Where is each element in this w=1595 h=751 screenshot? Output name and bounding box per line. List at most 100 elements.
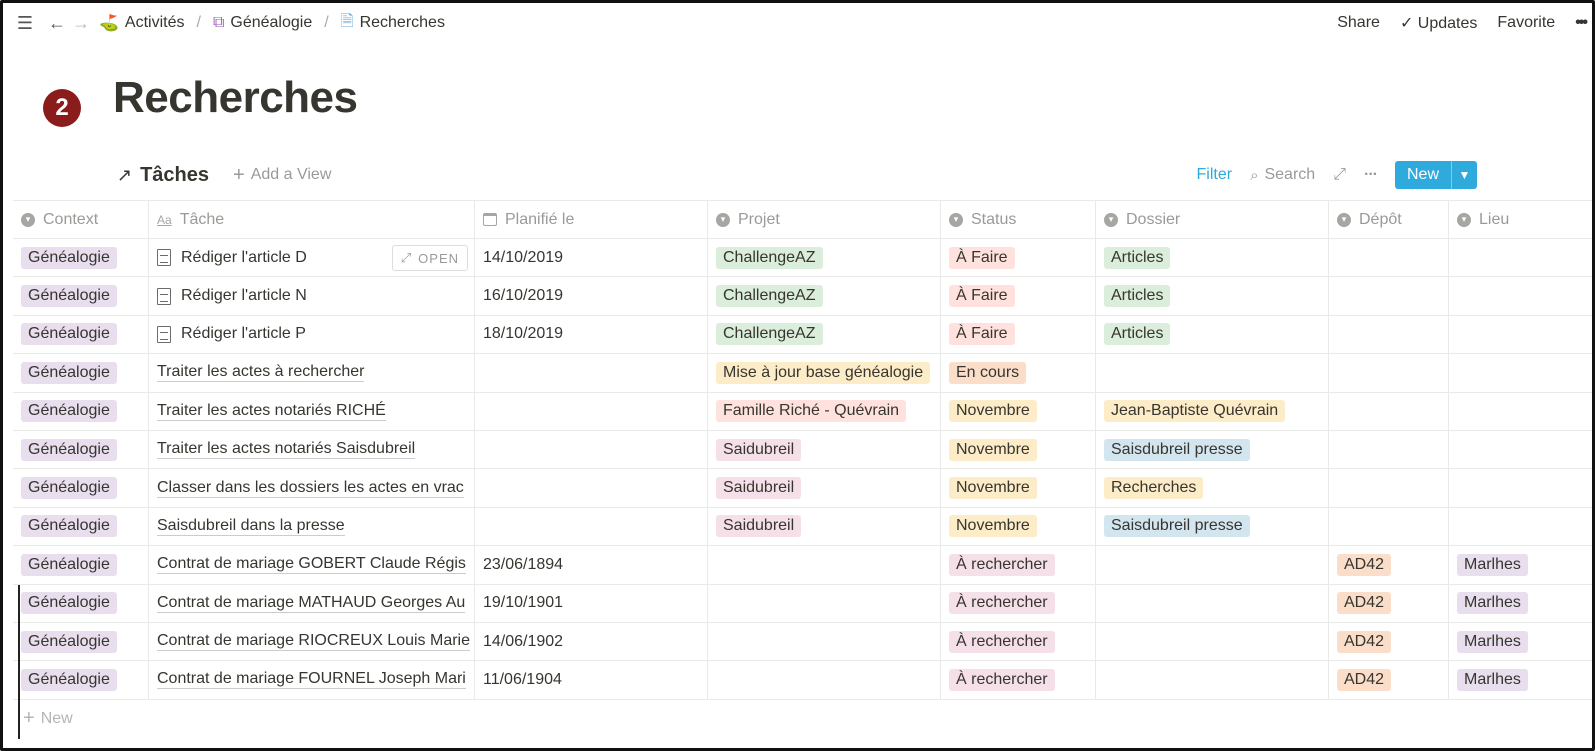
- cell-depot[interactable]: [1329, 315, 1449, 354]
- table-row[interactable]: Généalogie Contrat de mariage MATHAUD Geo…: [13, 584, 1592, 623]
- breadcrumb-item-genealogie[interactable]: ⧉ Généalogie: [212, 14, 313, 31]
- cell-dossier[interactable]: [1096, 546, 1329, 584]
- table-row[interactable]: Généalogie Contrat de mariage RIOCREUX Lo…: [13, 622, 1592, 662]
- cell-context[interactable]: Généalogie: [13, 661, 149, 699]
- breadcrumb-item-activites[interactable]: ⛳ Activités: [99, 14, 185, 32]
- cell-status[interactable]: À rechercher: [941, 546, 1096, 584]
- cell-status[interactable]: À rechercher: [941, 584, 1096, 622]
- cell-planifie[interactable]: 18/10/2019: [475, 315, 708, 354]
- column-header-planifie[interactable]: Planifié le: [475, 201, 708, 238]
- task-title[interactable]: Traiter les actes notariés RICHÉ: [157, 401, 386, 421]
- cell-planifie[interactable]: 14/06/1902: [475, 622, 708, 661]
- cell-context[interactable]: Généalogie: [13, 507, 149, 546]
- cell-tache[interactable]: Contrat de mariage MATHAUD Georges Au: [149, 584, 475, 622]
- more-icon[interactable]: ···: [1364, 166, 1378, 183]
- cell-lieu[interactable]: [1449, 469, 1592, 506]
- cell-status[interactable]: En cours: [941, 354, 1096, 392]
- task-title[interactable]: Traiter les actes notariés Saisdubreil: [157, 440, 416, 460]
- table-row[interactable]: Généalogie Rédiger l'article D ⤢ OPEN 14/10/…: [13, 239, 1592, 278]
- cell-depot[interactable]: [1329, 354, 1449, 392]
- cell-tache[interactable]: Rédiger l'article P: [149, 315, 475, 354]
- task-title[interactable]: Contrat de mariage MATHAUD Georges Au: [157, 593, 466, 613]
- menu-icon[interactable]: ☰: [16, 12, 34, 33]
- cell-tache[interactable]: Classer dans les dossiers les actes en v…: [149, 469, 475, 507]
- table-row[interactable]: Généalogie Traiter les actes notariés Sai…: [13, 430, 1592, 470]
- column-header-projet[interactable]: ▾ Projet: [708, 201, 941, 238]
- cell-tache[interactable]: Contrat de mariage RIOCREUX Louis Marie: [149, 622, 475, 661]
- open-page-button[interactable]: ⤢ OPEN: [391, 245, 468, 271]
- cell-planifie[interactable]: 23/06/1894: [475, 546, 708, 584]
- cell-lieu[interactable]: [1449, 239, 1592, 276]
- cell-context[interactable]: Généalogie: [13, 584, 149, 622]
- more-options-icon[interactable]: •••: [1575, 14, 1588, 31]
- cell-projet[interactable]: [708, 546, 941, 584]
- cell-depot[interactable]: [1329, 392, 1449, 430]
- cell-planifie[interactable]: 14/10/2019: [475, 239, 708, 277]
- table-row[interactable]: Généalogie Rédiger l'article N 16/10/2019 C…: [13, 277, 1592, 316]
- column-header-dossier[interactable]: ▾ Dossier: [1096, 201, 1329, 238]
- cell-lieu[interactable]: Marlhes: [1449, 623, 1592, 660]
- cell-projet[interactable]: ChallengeAZ: [708, 277, 941, 315]
- new-button[interactable]: New: [1406, 166, 1439, 183]
- task-title[interactable]: Rédiger l'article P: [181, 325, 306, 343]
- cell-context[interactable]: Généalogie: [13, 546, 149, 584]
- cell-projet[interactable]: Saidubreil: [708, 507, 941, 546]
- cell-tache[interactable]: Traiter les actes à rechercher: [149, 354, 475, 392]
- cell-tache[interactable]: Rédiger l'article D ⤢ OPEN: [149, 239, 475, 277]
- cell-depot[interactable]: [1329, 277, 1449, 315]
- cell-projet[interactable]: ChallengeAZ: [708, 315, 941, 354]
- back-arrow-icon[interactable]: ←: [48, 12, 66, 33]
- column-header-status[interactable]: ▾ Status: [941, 201, 1096, 238]
- cell-dossier[interactable]: Recherches: [1096, 469, 1329, 507]
- chevron-down-icon[interactable]: ▼: [1451, 161, 1477, 189]
- cell-status[interactable]: À Faire: [941, 277, 1096, 315]
- cell-context[interactable]: Généalogie: [13, 392, 149, 430]
- cell-planifie[interactable]: [475, 469, 708, 507]
- cell-lieu[interactable]: [1449, 316, 1592, 353]
- add-view-button[interactable]: + Add a View: [233, 163, 332, 186]
- cell-planifie[interactable]: [475, 392, 708, 430]
- cell-dossier[interactable]: Articles: [1096, 315, 1329, 354]
- table-row[interactable]: Généalogie Saisdubreil dans la presse Said…: [13, 507, 1592, 547]
- column-header-tache[interactable]: Aa Tâche: [149, 201, 475, 238]
- cell-depot[interactable]: AD42: [1329, 622, 1449, 661]
- cell-lieu[interactable]: [1449, 393, 1592, 430]
- cell-planifie[interactable]: [475, 354, 708, 392]
- task-title[interactable]: Traiter les actes à rechercher: [157, 363, 365, 383]
- cell-status[interactable]: Novembre: [941, 430, 1096, 469]
- expand-icon[interactable]: ⤢: [1333, 166, 1346, 183]
- table-row[interactable]: Généalogie Contrat de mariage GOBERT Clau…: [13, 546, 1592, 585]
- cell-tache[interactable]: Traiter les actes notariés Saisdubreil: [149, 430, 475, 469]
- task-title[interactable]: Saisdubreil dans la presse: [157, 516, 345, 536]
- cell-depot[interactable]: AD42: [1329, 661, 1449, 699]
- cell-planifie[interactable]: 19/10/1901: [475, 584, 708, 622]
- task-title[interactable]: Contrat de mariage RIOCREUX Louis Marie: [157, 632, 471, 652]
- cell-projet[interactable]: [708, 622, 941, 661]
- cell-depot[interactable]: [1329, 239, 1449, 277]
- cell-dossier[interactable]: [1096, 661, 1329, 699]
- table-row[interactable]: Généalogie Classer dans les dossiers les …: [13, 469, 1592, 508]
- cell-status[interactable]: Novembre: [941, 392, 1096, 430]
- cell-projet[interactable]: Saidubreil: [708, 430, 941, 469]
- cell-planifie[interactable]: [475, 507, 708, 546]
- cell-dossier[interactable]: Saisdubreil presse: [1096, 507, 1329, 546]
- share-button[interactable]: Share: [1337, 14, 1380, 31]
- cell-status[interactable]: Novembre: [941, 507, 1096, 546]
- cell-context[interactable]: Généalogie: [13, 469, 149, 507]
- table-row[interactable]: Généalogie Traiter les actes à rechercher…: [13, 354, 1592, 393]
- cell-tache[interactable]: Rédiger l'article N: [149, 277, 475, 315]
- favorite-button[interactable]: Favorite: [1497, 14, 1556, 31]
- cell-tache[interactable]: Contrat de mariage FOURNEL Joseph Mari: [149, 661, 475, 699]
- cell-projet[interactable]: Saidubreil: [708, 469, 941, 507]
- cell-lieu[interactable]: Marlhes: [1449, 661, 1592, 698]
- task-title[interactable]: Classer dans les dossiers les actes en v…: [157, 478, 464, 498]
- filter-button[interactable]: Filter: [1196, 166, 1233, 183]
- cell-planifie[interactable]: 11/06/1904: [475, 661, 708, 699]
- add-row-button[interactable]: + New: [23, 707, 73, 729]
- cell-planifie[interactable]: [475, 430, 708, 469]
- table-row[interactable]: Généalogie Contrat de mariage FOURNEL Jos…: [13, 661, 1592, 700]
- cell-status[interactable]: À Faire: [941, 239, 1096, 277]
- task-title[interactable]: Rédiger l'article D: [181, 248, 307, 266]
- cell-context[interactable]: Généalogie: [13, 239, 149, 277]
- cell-dossier[interactable]: [1096, 622, 1329, 661]
